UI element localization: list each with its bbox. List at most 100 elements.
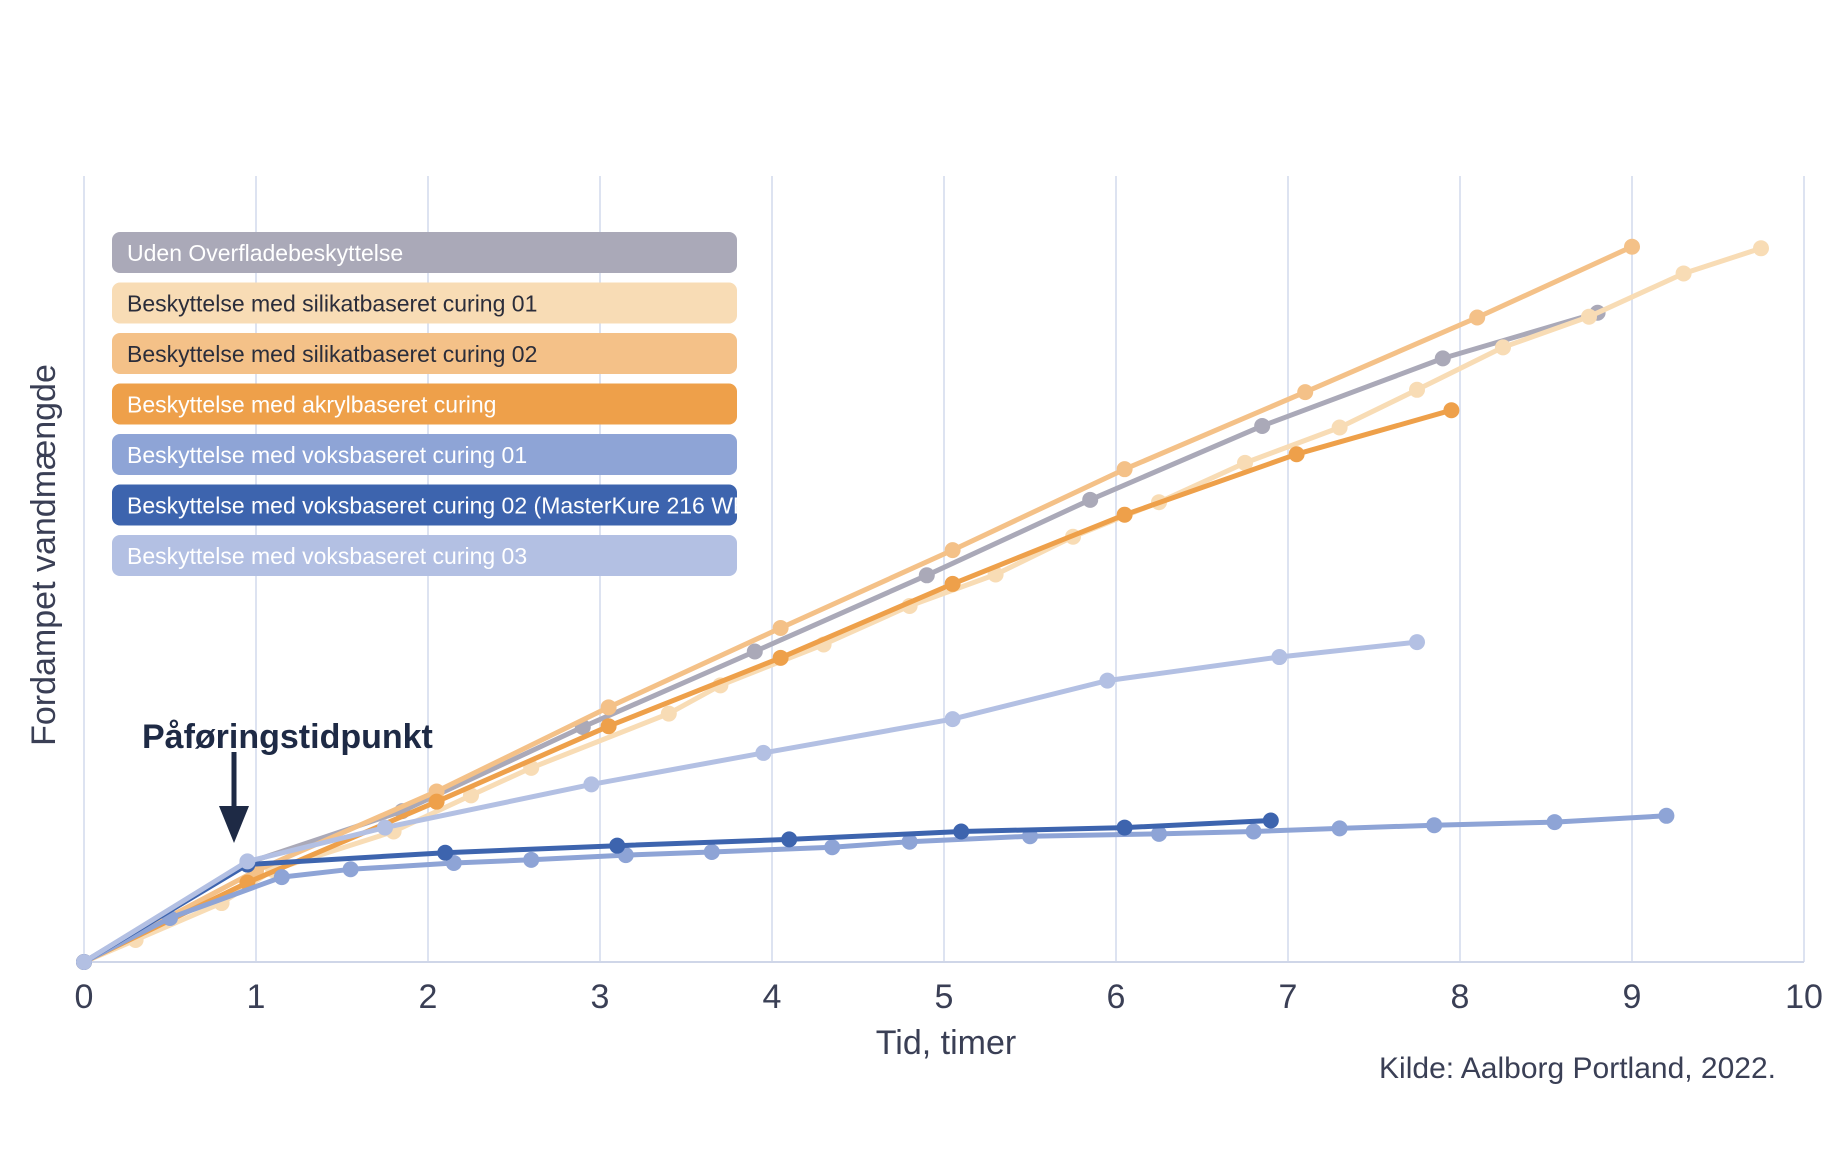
- x-axis-label: Tid, timer: [876, 1024, 1016, 1062]
- data-point: [1271, 649, 1288, 666]
- series-line: [82, 244, 1634, 965]
- data-point: [428, 793, 445, 810]
- data-point: [1245, 823, 1262, 840]
- data-point: [523, 851, 540, 868]
- legend-label: Beskyttelse med silikatbaseret curing 01: [127, 291, 537, 317]
- data-point: [239, 853, 256, 870]
- x-tick-label: 4: [763, 978, 782, 1016]
- data-point: [1658, 807, 1675, 824]
- data-point: [944, 711, 961, 728]
- data-point: [1675, 265, 1692, 282]
- data-point: [1434, 350, 1451, 367]
- series-line: [82, 639, 1418, 965]
- data-point: [755, 744, 772, 761]
- arrow-down-icon: [219, 806, 249, 843]
- annotation-label: Påføringstidpunkt: [142, 718, 433, 756]
- legend: Uden Overfladebeskyttelse Beskyttelse med…: [112, 232, 756, 576]
- data-point: [1288, 446, 1305, 463]
- source-note: Kilde: Aalborg Portland, 2022.: [1379, 1052, 1776, 1085]
- data-point: [1262, 812, 1279, 829]
- legend-swatch: [112, 333, 737, 374]
- legend-item: Beskyttelse med voksbaseret curing 03: [112, 535, 737, 576]
- data-point: [1254, 417, 1271, 434]
- legend-label: Beskyttelse med voksbaseret curing 01: [127, 442, 527, 468]
- legend-swatch: [112, 484, 737, 526]
- legend-item: Uden Overfladebeskyttelse: [112, 232, 737, 273]
- legend-label: Uden Overfladebeskyttelse: [127, 240, 403, 266]
- data-point: [944, 542, 961, 559]
- x-tick-labels: 0 1 2 3 4 5 6 7 8 9 10: [75, 978, 1823, 1016]
- legend-swatch: [112, 232, 737, 273]
- data-point: [1082, 491, 1099, 508]
- data-point: [1116, 819, 1133, 836]
- x-tick-label: 8: [1451, 978, 1470, 1016]
- data-point: [901, 833, 918, 850]
- series-4: [76, 807, 1675, 970]
- data-point: [76, 954, 92, 970]
- legend-label: Beskyttelse med akrylbaseret curing: [127, 392, 496, 418]
- data-point: [1624, 238, 1640, 255]
- series-line: [82, 310, 1599, 965]
- x-tick-label: 6: [1107, 978, 1126, 1016]
- data-point: [1581, 308, 1597, 325]
- data-point: [377, 819, 393, 836]
- legend-item: Beskyttelse med akrylbaseret curing: [112, 383, 737, 425]
- data-point: [1469, 309, 1486, 326]
- data-point: [824, 839, 841, 856]
- legend-item: Beskyttelse med voksbaseret curing 02 (M…: [112, 484, 756, 526]
- x-tick-label: 7: [1279, 978, 1298, 1016]
- legend-item: Beskyttelse med silikatbaseret curing 01: [112, 282, 737, 324]
- data-point: [1546, 814, 1563, 831]
- legend-swatch: [112, 282, 737, 324]
- data-point: [1151, 825, 1167, 842]
- data-point: [1331, 419, 1348, 436]
- data-point: [609, 837, 626, 854]
- legend-swatch: [112, 434, 737, 475]
- legend-label: Beskyttelse med silikatbaseret curing 02: [127, 341, 537, 367]
- x-tick-label: 2: [419, 978, 438, 1016]
- series-layer: [76, 238, 1769, 970]
- data-point: [1753, 240, 1769, 257]
- legend-swatch: [112, 535, 737, 576]
- legend-label: Beskyttelse med voksbaseret curing 02 (M…: [127, 493, 756, 519]
- data-point: [660, 705, 677, 722]
- data-point: [342, 861, 359, 878]
- data-point: [1237, 454, 1253, 471]
- data-point: [1116, 461, 1133, 478]
- legend-item: Beskyttelse med silikatbaseret curing 02: [112, 333, 737, 374]
- data-point: [781, 831, 798, 848]
- data-point: [600, 699, 617, 716]
- legend-swatch: [112, 383, 737, 425]
- data-point: [772, 649, 789, 666]
- data-point: [1409, 634, 1425, 651]
- data-point: [944, 575, 961, 592]
- y-axis-label: Fordampet vandmængde: [25, 364, 63, 746]
- x-tick-label: 5: [935, 978, 954, 1016]
- data-point: [1443, 402, 1460, 419]
- data-point: [953, 823, 970, 840]
- data-point: [1331, 820, 1348, 837]
- data-point: [772, 619, 789, 636]
- x-tick-label: 0: [75, 978, 94, 1016]
- data-point: [1426, 817, 1443, 834]
- data-point: [1409, 381, 1425, 398]
- legend-label: Beskyttelse med voksbaseret curing 03: [127, 543, 527, 569]
- application-time-annotation: Påføringstidpunkt: [142, 718, 433, 843]
- data-point: [918, 567, 935, 584]
- data-point: [583, 776, 600, 793]
- data-point: [1116, 506, 1133, 523]
- data-point: [463, 787, 479, 804]
- data-point: [746, 643, 763, 660]
- x-tick-label: 10: [1785, 978, 1823, 1016]
- data-point: [437, 844, 454, 861]
- data-point: [1099, 672, 1116, 689]
- series-6: [76, 634, 1425, 970]
- data-point: [1495, 339, 1511, 356]
- x-tick-label: 3: [591, 978, 610, 1016]
- data-point: [273, 869, 290, 886]
- data-point: [1297, 384, 1314, 401]
- x-tick-label: 9: [1623, 978, 1642, 1016]
- legend-item: Beskyttelse med voksbaseret curing 01: [112, 434, 737, 475]
- data-point: [600, 718, 617, 735]
- series-line: [82, 818, 1271, 965]
